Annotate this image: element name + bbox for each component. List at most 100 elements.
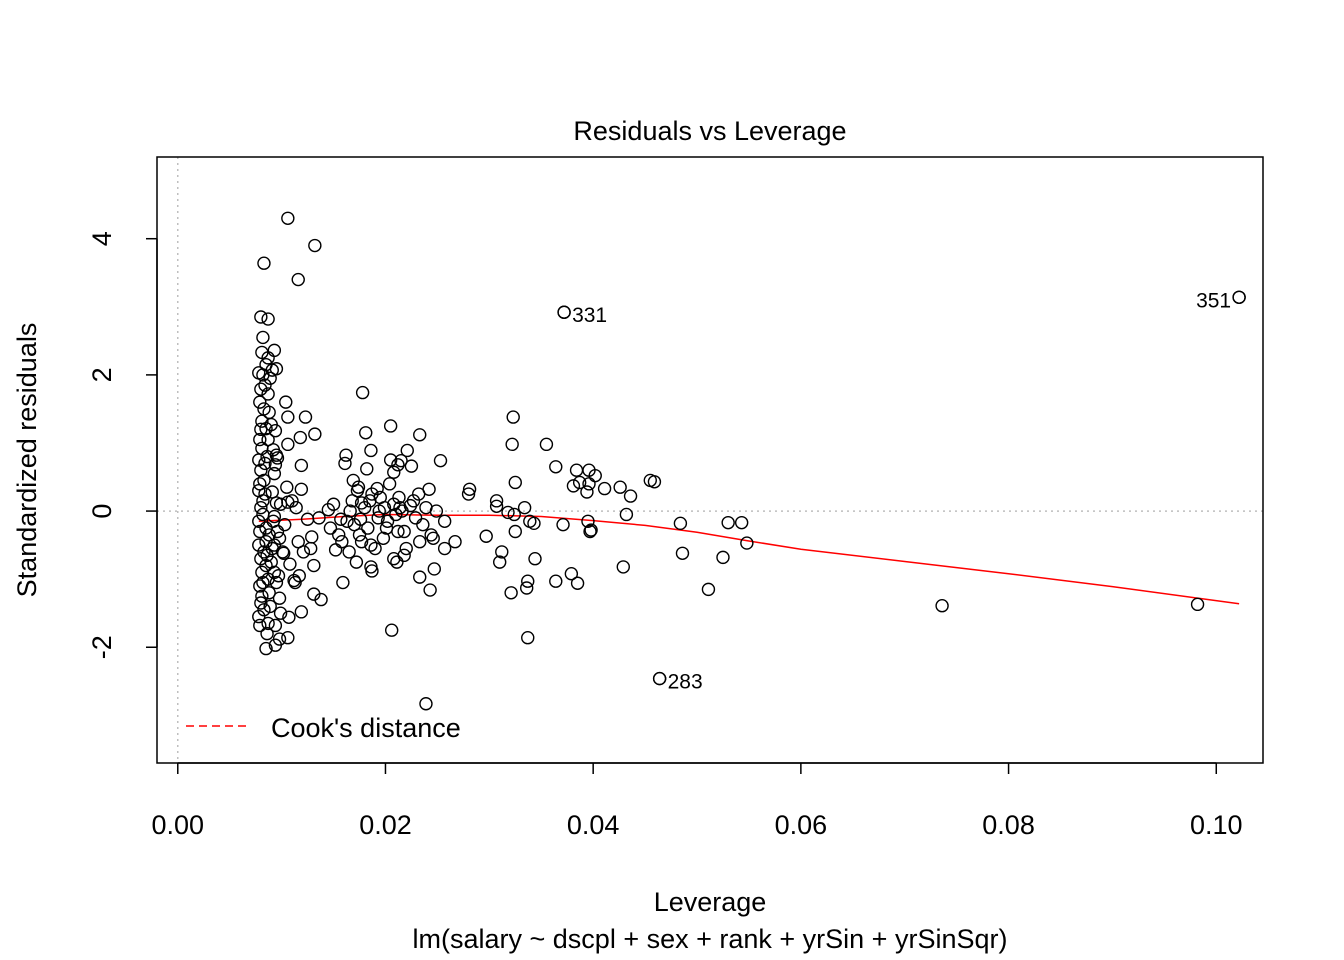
- data-point: [364, 443, 378, 458]
- data-point: [254, 422, 268, 437]
- data-point: [258, 456, 272, 471]
- data-point: [300, 512, 315, 526]
- data-point: [382, 477, 397, 491]
- data-point: [619, 507, 634, 522]
- data-point: [365, 487, 379, 501]
- data-point: [254, 463, 268, 477]
- data-point: [268, 618, 283, 633]
- x-tick-label: 0.04: [567, 810, 620, 840]
- data-point: [343, 504, 357, 518]
- data-point: [416, 517, 430, 532]
- data-point: [253, 432, 267, 447]
- data-point: [379, 521, 394, 535]
- data-point: [364, 538, 378, 552]
- data-point: [267, 466, 282, 481]
- data-point: [298, 410, 313, 424]
- data-point: [387, 497, 401, 511]
- data-point: [355, 385, 370, 400]
- data-point: [254, 596, 268, 610]
- point-label: 331: [572, 304, 607, 327]
- data-point: [556, 517, 570, 532]
- data-point: [326, 497, 341, 511]
- data-point: [521, 574, 535, 588]
- data-point: [276, 546, 291, 560]
- data-point: [390, 555, 404, 569]
- data-point: [582, 477, 596, 491]
- x-tick-label: 0.00: [151, 810, 204, 840]
- data-point: [273, 606, 288, 620]
- data-point: [505, 437, 519, 452]
- data-point: [261, 616, 275, 631]
- data-point: [257, 256, 271, 270]
- data-point: [616, 560, 630, 574]
- point-label: 351: [1196, 289, 1231, 312]
- x-tick-label: 0.06: [775, 810, 828, 840]
- data-point: [572, 475, 587, 490]
- data-point: [1190, 597, 1205, 612]
- data-point: [254, 500, 268, 515]
- data-point: [569, 463, 584, 477]
- data-point: [479, 529, 493, 543]
- data-point: [520, 581, 534, 595]
- data-point: [269, 362, 284, 376]
- data-point: [267, 343, 282, 358]
- data-point: [342, 545, 356, 559]
- y-axis: -2 0 2 4: [87, 231, 158, 659]
- data-point: [328, 543, 343, 557]
- data-point: [261, 387, 275, 401]
- data-point: [413, 535, 427, 549]
- data-point: [280, 480, 294, 494]
- data-point: [391, 458, 405, 472]
- smooth-line-layer: [258, 513, 1240, 605]
- data-point: [527, 516, 541, 531]
- data-point: [424, 528, 438, 542]
- data-point: [336, 575, 350, 590]
- data-point: [359, 426, 373, 440]
- data-point: [387, 465, 401, 479]
- data-point: [385, 623, 399, 637]
- data-point: [584, 523, 598, 537]
- data-point: [721, 515, 735, 530]
- data-point: [275, 545, 290, 559]
- data-point: [346, 473, 360, 488]
- data-point: [413, 428, 427, 442]
- data-point: [256, 368, 270, 382]
- data-point: [294, 458, 309, 473]
- data-point: [383, 419, 398, 433]
- data-point: [261, 312, 275, 326]
- data-point: [419, 697, 433, 711]
- data-point: [406, 494, 421, 508]
- data-point: [570, 576, 585, 590]
- legend: Cook's distance: [186, 713, 461, 743]
- data-point: [427, 562, 441, 576]
- data-point: [408, 511, 423, 525]
- data-point: [740, 536, 754, 550]
- data-point: [489, 494, 504, 508]
- data-point: [281, 437, 295, 452]
- data-point: [393, 500, 407, 515]
- data-point: [303, 541, 318, 556]
- data-point: [397, 548, 411, 563]
- data-point: [287, 573, 301, 588]
- data-point: [308, 427, 322, 441]
- data-point: [389, 507, 403, 522]
- data-point: [489, 499, 504, 514]
- data-point: [339, 448, 353, 462]
- data-point: [281, 211, 295, 225]
- data-point: [371, 511, 385, 525]
- data-point: [448, 535, 462, 549]
- data-point: [294, 482, 309, 496]
- data-point: [400, 443, 414, 458]
- data-point: [376, 531, 391, 546]
- data-point: [273, 497, 288, 511]
- data-point: [264, 555, 278, 569]
- data-point: [254, 382, 268, 396]
- data-point: [253, 579, 267, 593]
- data-point: [285, 494, 299, 508]
- data-point: [271, 569, 286, 583]
- data-point: [404, 459, 419, 473]
- y-axis-label: Standardized residuals: [12, 323, 42, 598]
- data-point: [412, 487, 426, 501]
- chart-title: Residuals vs Leverage: [573, 116, 846, 146]
- data-point: [258, 487, 272, 501]
